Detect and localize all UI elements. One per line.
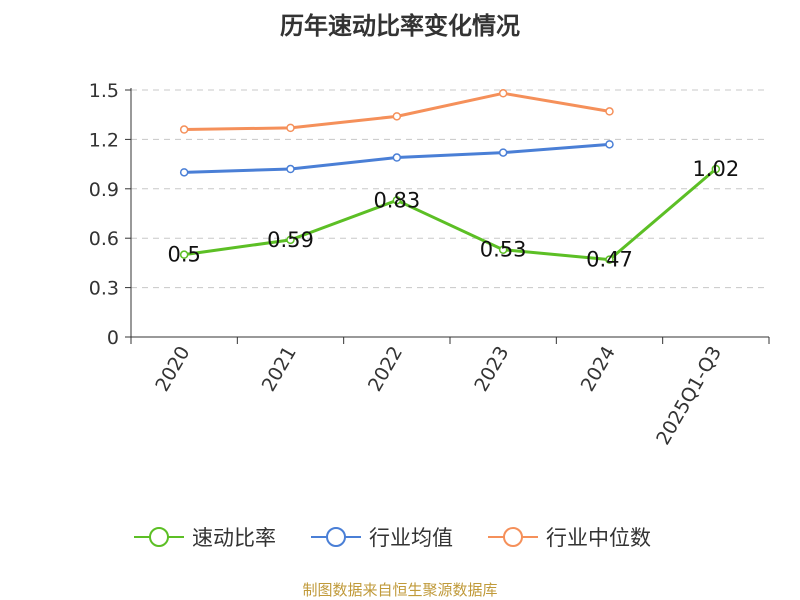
data-point: [605, 140, 614, 149]
data-point: [286, 123, 295, 133]
data-point: [498, 148, 508, 157]
legend-label: 行业中位数: [546, 526, 651, 550]
data-point: [179, 168, 189, 177]
data-label: 0.83: [373, 188, 420, 212]
data-point: [179, 250, 189, 259]
legend: 速动比率 行业均值 行业中位数: [134, 526, 651, 550]
label-layer: 0.5 0.59 0.83 0.53 0.47 1.02: [167, 157, 739, 272]
data-point: [498, 245, 508, 254]
series-layer: [179, 89, 721, 264]
data-point: [711, 164, 721, 174]
y-tick-label: 0.6: [89, 228, 119, 250]
data-point: [605, 255, 614, 264]
y-tick-label: 0.9: [89, 179, 119, 201]
grid-layer: [131, 89, 769, 289]
data-point: [286, 164, 295, 174]
x-tick-label: 2022: [364, 343, 407, 396]
y-tick-label: 0.3: [89, 278, 119, 300]
legend-marker: [326, 527, 346, 547]
data-label: 0.53: [480, 238, 527, 262]
source-note: 制图数据来自恒生聚源数据库: [302, 581, 498, 599]
data-point: [498, 89, 508, 98]
series-line-quick_ratio: [183, 167, 717, 262]
data-label: 0.47: [586, 248, 633, 272]
data-label: 1.02: [692, 157, 739, 181]
data-label: 0.59: [267, 228, 314, 252]
chart-title: 历年速动比率变化情况: [280, 12, 520, 40]
data-point: [605, 107, 614, 116]
data-label: 0.5: [167, 243, 200, 267]
y-tick-label: 1.2: [89, 129, 119, 151]
series-line-industry_median: [184, 91, 610, 132]
legend-marker: [149, 527, 169, 547]
x-tick-label: 2025Q1-Q3: [652, 343, 726, 449]
x-tick-label: 2023: [470, 342, 513, 395]
x-tick-label: 2024: [577, 343, 620, 396]
data-point: [179, 125, 189, 134]
data-point: [392, 196, 402, 205]
x-tick-label: 2021: [258, 343, 301, 396]
data-point: [392, 112, 402, 121]
legend-label: 行业均值: [369, 526, 453, 550]
y-tick-label: 1.5: [89, 80, 119, 102]
legend-marker: [503, 527, 523, 547]
data-point: [286, 235, 295, 245]
x-tick-label: 2020: [151, 343, 194, 396]
legend-label: 速动比率: [192, 526, 276, 550]
data-point: [392, 153, 402, 162]
y-tick-label: 0: [107, 327, 119, 349]
